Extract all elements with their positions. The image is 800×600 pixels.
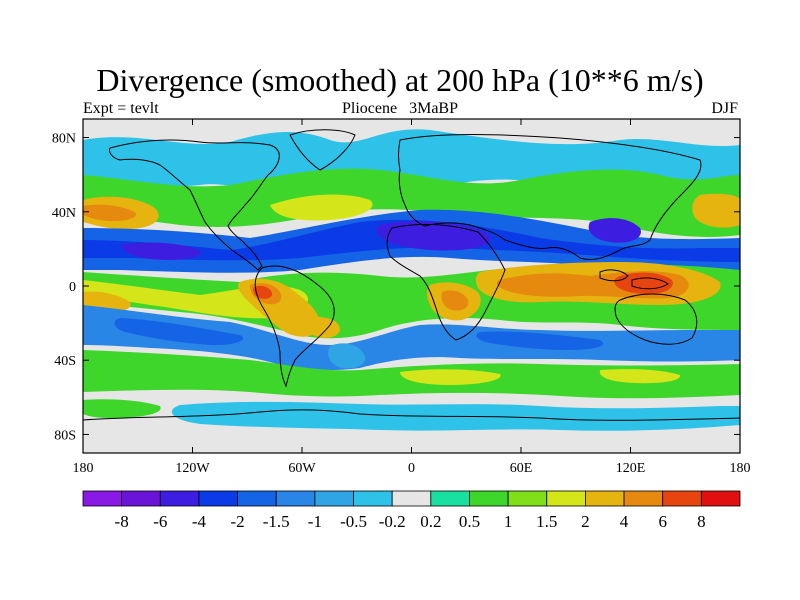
colorbar-label: -4	[192, 512, 207, 531]
field-atlantic-yellow	[270, 194, 373, 221]
colorbar-swatch	[82, 490, 123, 507]
field-south-indian-convergence-core	[476, 331, 604, 350]
coast-greenland	[289, 129, 356, 171]
field-southern-subtropical-convergence	[83, 305, 740, 371]
colorbar-swatch	[159, 490, 200, 507]
field-south-atlantic-convergence	[328, 343, 366, 369]
field-pacific-convergence	[120, 242, 201, 260]
colorbar-label: 2	[581, 512, 590, 531]
colorbar-label: 4	[620, 512, 629, 531]
y-tick-label: 0	[69, 280, 76, 295]
field-southern-yellow-patch-2	[599, 369, 681, 384]
field-antarctic-green	[83, 399, 161, 418]
x-tick-label: 0	[408, 461, 415, 476]
colorbar-label: -2	[231, 512, 245, 531]
colorbar-label: -0.2	[379, 512, 406, 531]
colorbar-label: 1.5	[536, 512, 557, 531]
colorbar-label: -0.5	[340, 512, 367, 531]
colorbar-label: -8	[115, 512, 129, 531]
y-tick-label: 80S	[54, 428, 76, 443]
colorbar-swatch	[391, 490, 432, 507]
coast-antarctica	[83, 409, 740, 421]
map-field	[83, 119, 740, 453]
y-tick-label: 80N	[52, 132, 76, 147]
colorbar-swatch	[237, 490, 277, 507]
colorbar-swatch	[507, 490, 548, 507]
chart-title: Divergence (smoothed) at 200 hPa (10**6 …	[96, 62, 704, 98]
coast-australia	[614, 293, 698, 345]
field-north-midlatitude-divergence	[83, 168, 740, 237]
x-tick-label: 120W	[175, 461, 210, 476]
coast-africa	[386, 224, 506, 341]
colorbar-label: 6	[658, 512, 667, 531]
colorbar-label: 0.2	[420, 512, 441, 531]
coast-north-america	[109, 139, 280, 271]
coast-maritime-continent	[599, 269, 669, 290]
colorbar-swatch	[275, 490, 316, 507]
colorbar-label: 1	[504, 512, 513, 531]
field-east-pacific-maximum	[692, 193, 740, 228]
colorbar-label: -1.5	[263, 512, 290, 531]
experiment-label: Expt = tevlt	[83, 100, 159, 117]
colorbar-swatch	[469, 490, 509, 507]
colorbar-label: 0.5	[459, 512, 480, 531]
field-andes-peak	[253, 285, 273, 299]
colorbar-swatch	[662, 490, 702, 507]
colorbar-swatch	[546, 490, 586, 507]
colorbar-swatch	[623, 490, 664, 507]
colorbar-label: -6	[153, 512, 167, 531]
coast-eurasia	[398, 134, 702, 261]
axis-ticks: 180 120W 60W 0 60E 120E 180 80N 40N 0 40S 80S	[52, 119, 751, 476]
x-tick-label: 180	[73, 461, 94, 476]
period-label: Pliocene 3MaBP	[342, 100, 458, 117]
x-tick-label: 180	[730, 461, 751, 476]
field-southern-yellow-patch	[400, 369, 501, 385]
coastlines	[83, 129, 740, 421]
colorbar-label: -1	[308, 512, 322, 531]
x-tick-label: 60E	[510, 461, 533, 476]
coast-south-america	[254, 265, 335, 388]
colorbar-swatch	[353, 490, 393, 507]
colorbar: -8 -6 -4 -2 -1.5 -1 -0.5 -0.2 0.2 0.5 1 1.5 2 4 6 8	[82, 490, 741, 531]
x-tick-label: 120E	[616, 461, 646, 476]
y-tick-label: 40S	[54, 354, 76, 369]
field-maritime-continent-peak	[614, 272, 673, 294]
x-tick-label: 60W	[288, 461, 316, 476]
y-tick-label: 40N	[52, 206, 76, 221]
field-north-pacific-core	[83, 204, 136, 222]
field-south-pacific-convergence-core	[114, 318, 244, 346]
colorbar-swatch	[314, 490, 354, 507]
colorbar-swatch	[430, 490, 470, 507]
colorbar-swatch	[198, 490, 238, 507]
field-tibet-convergence	[588, 218, 641, 243]
colorbar-swatch	[700, 490, 741, 507]
season-label: DJF	[711, 100, 738, 117]
field-africa-core	[441, 290, 469, 311]
colorbar-swatch	[585, 490, 625, 507]
colorbar-swatch	[121, 490, 161, 507]
colorbar-label: 8	[697, 512, 706, 531]
